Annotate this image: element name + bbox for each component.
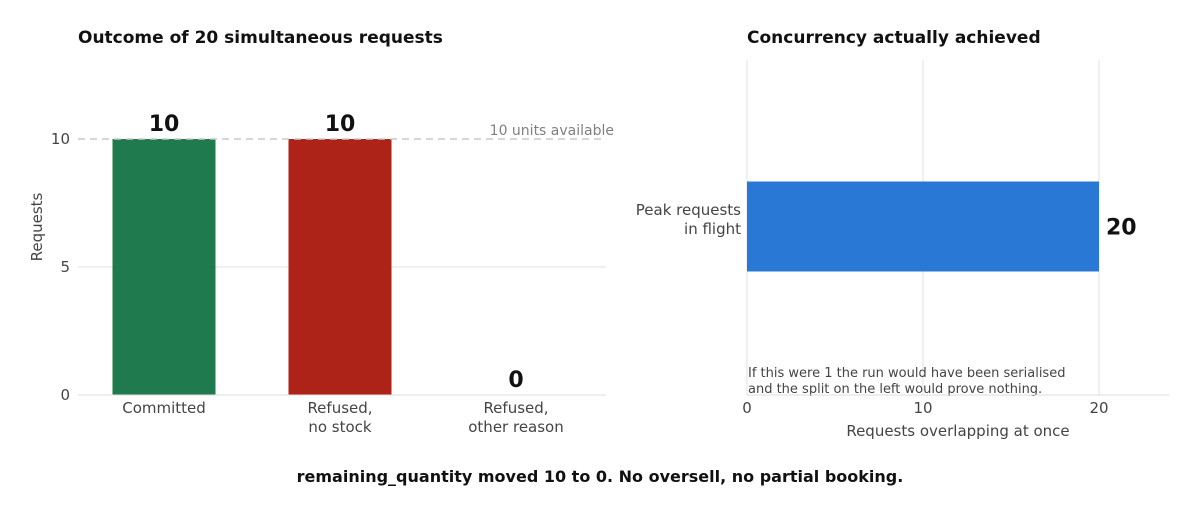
outcome-y-ticks: 0 5 10 bbox=[51, 130, 70, 404]
outcome-y-axis-label: Requests bbox=[28, 192, 46, 261]
outcome-x-tick-label: no stock bbox=[308, 418, 372, 436]
concurrency-y-tick-label: Peak requests bbox=[636, 201, 741, 219]
concurrency-x-tick-label: 10 bbox=[913, 399, 932, 417]
concurrency-x-axis-label: Requests overlapping at once bbox=[846, 422, 1069, 440]
outcome-reference: 10 units available bbox=[78, 123, 614, 140]
outcome-x-tick-label: other reason bbox=[468, 418, 564, 436]
outcome-y-tick-label: 0 bbox=[60, 386, 70, 404]
concurrency-chart-title: Concurrency actually achieved bbox=[747, 28, 1041, 48]
concurrency-bars bbox=[747, 181, 1099, 272]
outcome-y-tick-label: 10 bbox=[51, 130, 70, 148]
stock-reference-label: 10 units available bbox=[490, 123, 614, 139]
concurrency-x-tick-label: 0 bbox=[742, 399, 752, 417]
concurrency-annotation-line: and the split on the left would prove no… bbox=[748, 382, 1042, 397]
concurrency-value-labels: 20 bbox=[1106, 216, 1137, 241]
outcome-chart-title: Outcome of 20 simultaneous requests bbox=[78, 28, 443, 48]
outcome-x-tick-label: Committed bbox=[122, 399, 206, 417]
outcome-x-tick-label: Refused, bbox=[307, 399, 372, 417]
outcome-bars bbox=[112, 139, 392, 395]
outcome-bar bbox=[112, 139, 216, 395]
concurrency-y-tick-label: in flight bbox=[684, 220, 741, 238]
footer-summary: remaining_quantity moved 10 to 0. No ove… bbox=[297, 467, 904, 486]
outcome-value-labels: 10 10 0 bbox=[149, 112, 524, 393]
concurrency-value-label: 20 bbox=[1106, 216, 1137, 241]
outcome-bar bbox=[288, 139, 392, 395]
outcome-value-label: 0 bbox=[508, 368, 523, 393]
concurrency-x-tick-label: 20 bbox=[1089, 399, 1108, 417]
outcome-y-tick-label: 5 bbox=[60, 258, 70, 276]
concurrency-annotation: If this were 1 the run would have been s… bbox=[748, 366, 1065, 397]
concurrency-bar bbox=[747, 181, 1099, 272]
concurrency-x-ticks: 0 10 20 bbox=[742, 399, 1108, 417]
outcome-chart: Outcome of 20 simultaneous requests Requ… bbox=[28, 28, 614, 436]
outcome-value-label: 10 bbox=[149, 112, 180, 137]
concurrency-annotation-line: If this were 1 the run would have been s… bbox=[748, 366, 1065, 381]
outcome-x-tick-label: Refused, bbox=[483, 399, 548, 417]
outcome-value-label: 10 bbox=[325, 112, 356, 137]
concurrency-chart: Concurrency actually achieved 20 Peak re… bbox=[636, 28, 1170, 440]
